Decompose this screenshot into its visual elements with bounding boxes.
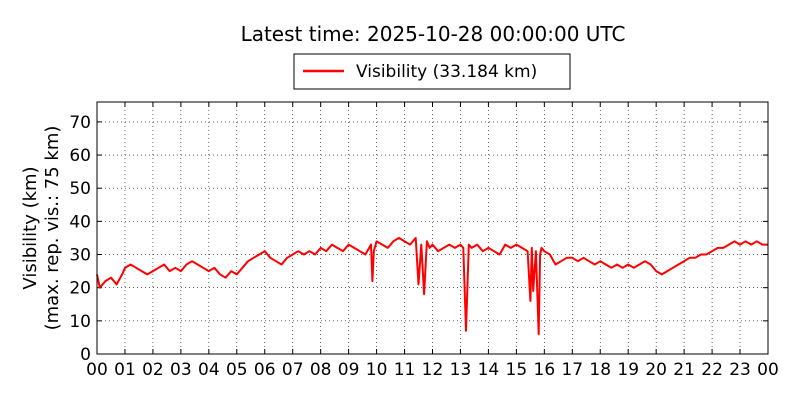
chart-title: Latest time: 2025-10-28 00:00:00 UTC — [241, 22, 626, 46]
y-tick-label: 50 — [69, 179, 91, 199]
x-tick-label: 16 — [534, 360, 556, 380]
x-tick-label: 11 — [394, 360, 416, 380]
x-tick-label: 14 — [478, 360, 500, 380]
y-tick-label: 0 — [80, 345, 91, 365]
x-tick-label: 00 — [757, 360, 779, 380]
y-axis-label: Visibility (km) (max. rep. vis.: 75 km) — [20, 126, 63, 331]
y-tick-label: 70 — [69, 113, 91, 133]
legend-label: Visibility (33.184 km) — [356, 62, 537, 82]
x-tick-label: 17 — [561, 360, 583, 380]
x-tick-label: 10 — [366, 360, 388, 380]
x-tick-label: 18 — [589, 360, 611, 380]
x-tick-label: 07 — [282, 360, 304, 380]
y-axis-label-main: Visibility (km) — [20, 166, 41, 289]
x-tick-label: 19 — [617, 360, 639, 380]
y-tick-label: 20 — [69, 279, 91, 299]
plot-frame — [96, 101, 769, 355]
x-tick-label: 05 — [226, 360, 248, 380]
x-tick-label: 06 — [254, 360, 276, 380]
x-tick-label: 22 — [701, 360, 723, 380]
x-tick-label: 00 — [86, 360, 108, 380]
x-tick-label: 23 — [729, 360, 751, 380]
x-tick-label: 02 — [142, 360, 164, 380]
x-tick-label: 15 — [506, 360, 528, 380]
y-axis-label-sub: (max. rep. vis.: 75 km) — [42, 126, 63, 331]
y-axis-ticks: 0 10 20 30 40 50 60 70 — [69, 113, 768, 365]
x-tick-label: 12 — [422, 360, 444, 380]
x-tick-label: 08 — [310, 360, 332, 380]
x-tick-label: 09 — [338, 360, 360, 380]
x-tick-label: 13 — [450, 360, 472, 380]
y-tick-label: 40 — [69, 212, 91, 232]
y-tick-label: 30 — [69, 246, 91, 266]
x-tick-label: 21 — [673, 360, 695, 380]
grid — [97, 102, 768, 354]
x-tick-label: 20 — [645, 360, 667, 380]
x-tick-label: 04 — [198, 360, 220, 380]
x-tick-label: 03 — [170, 360, 192, 380]
y-tick-label: 10 — [69, 312, 91, 332]
x-axis-ticks: 00 01 02 03 04 05 06 07 08 09 10 11 12 13 14 15 16 17 18 19… — [86, 102, 779, 380]
y-tick-label: 60 — [69, 146, 91, 166]
x-tick-label: 01 — [114, 360, 136, 380]
visibility-series-line — [96, 236, 768, 336]
legend: Visibility (33.184 km) — [293, 53, 571, 90]
